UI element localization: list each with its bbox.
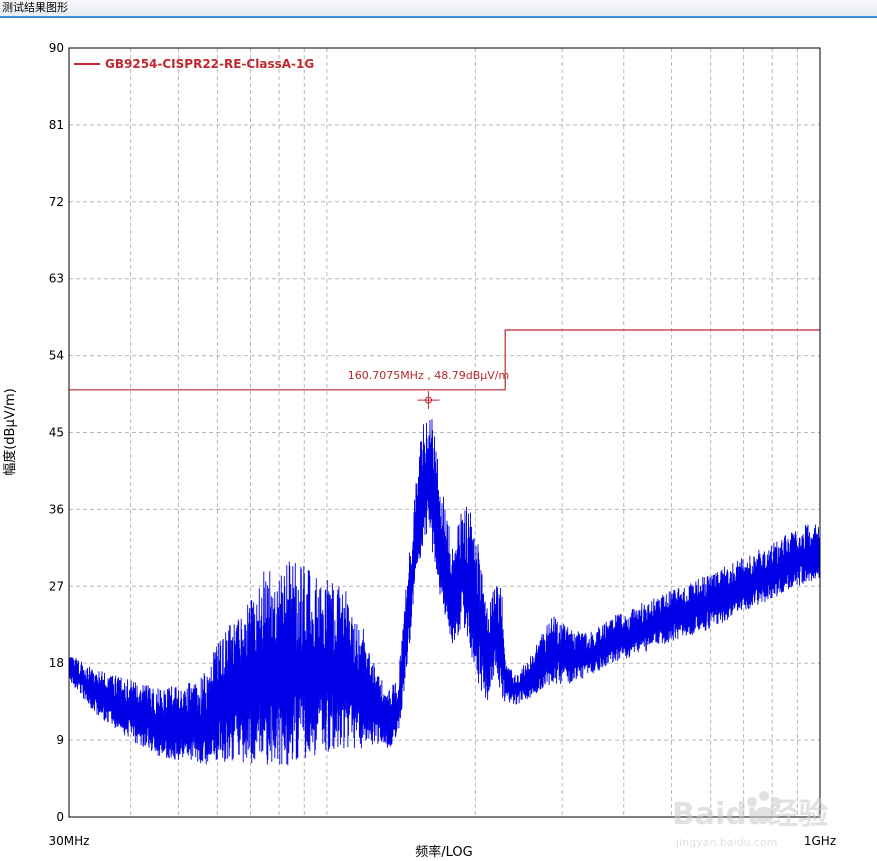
y-axis-title: 幅度(dBμV/m) [2,388,18,476]
y-tick-label: 9 [56,733,64,747]
baidu-jingyan-watermark: Baidu经验 jingyan.baidu.com [672,791,828,849]
x-axis-title: 频率/LOG [415,844,472,860]
y-tick-label: 81 [49,118,64,132]
watermark-logo-text: Baidu经验 [672,797,828,832]
y-tick-label: 54 [49,349,64,363]
plot-frame [68,47,821,818]
legend-label-limit: GB9254-CISPR22-RE-ClassA-1G [105,57,314,71]
x-tick-label-start: 30MHz [49,834,90,848]
chart-legend: GB9254-CISPR22-RE-ClassA-1G [74,57,314,71]
y-tick-label: 0 [56,810,64,824]
x-tick-label-end: 1GHz [804,834,836,848]
watermark-site-text: jingyan.baidu.com [675,836,778,849]
y-tick-label: 90 [49,41,64,55]
measured-spectrum-trace [68,419,821,766]
title-bar-accent-line [0,16,877,18]
chart-data-layer: 160.7075MHz , 48.79dBμV/m [68,329,821,766]
limit-line [69,329,820,391]
y-tick-label: 18 [49,656,64,670]
y-tick-label: 45 [49,426,64,440]
window-title: 测试结果图形 [2,1,68,14]
peak-annotation-label: 160.7075MHz , 48.79dBμV/m [348,369,509,382]
y-axis-tick-labels: 0 9 18 27 36 45 54 63 72 81 90 [49,41,64,824]
y-tick-label: 27 [49,579,64,593]
y-tick-label: 36 [49,502,64,516]
peak-marker [417,391,440,410]
y-tick-label: 72 [49,195,64,209]
paw-icon [747,791,781,823]
y-tick-label: 63 [49,272,64,286]
